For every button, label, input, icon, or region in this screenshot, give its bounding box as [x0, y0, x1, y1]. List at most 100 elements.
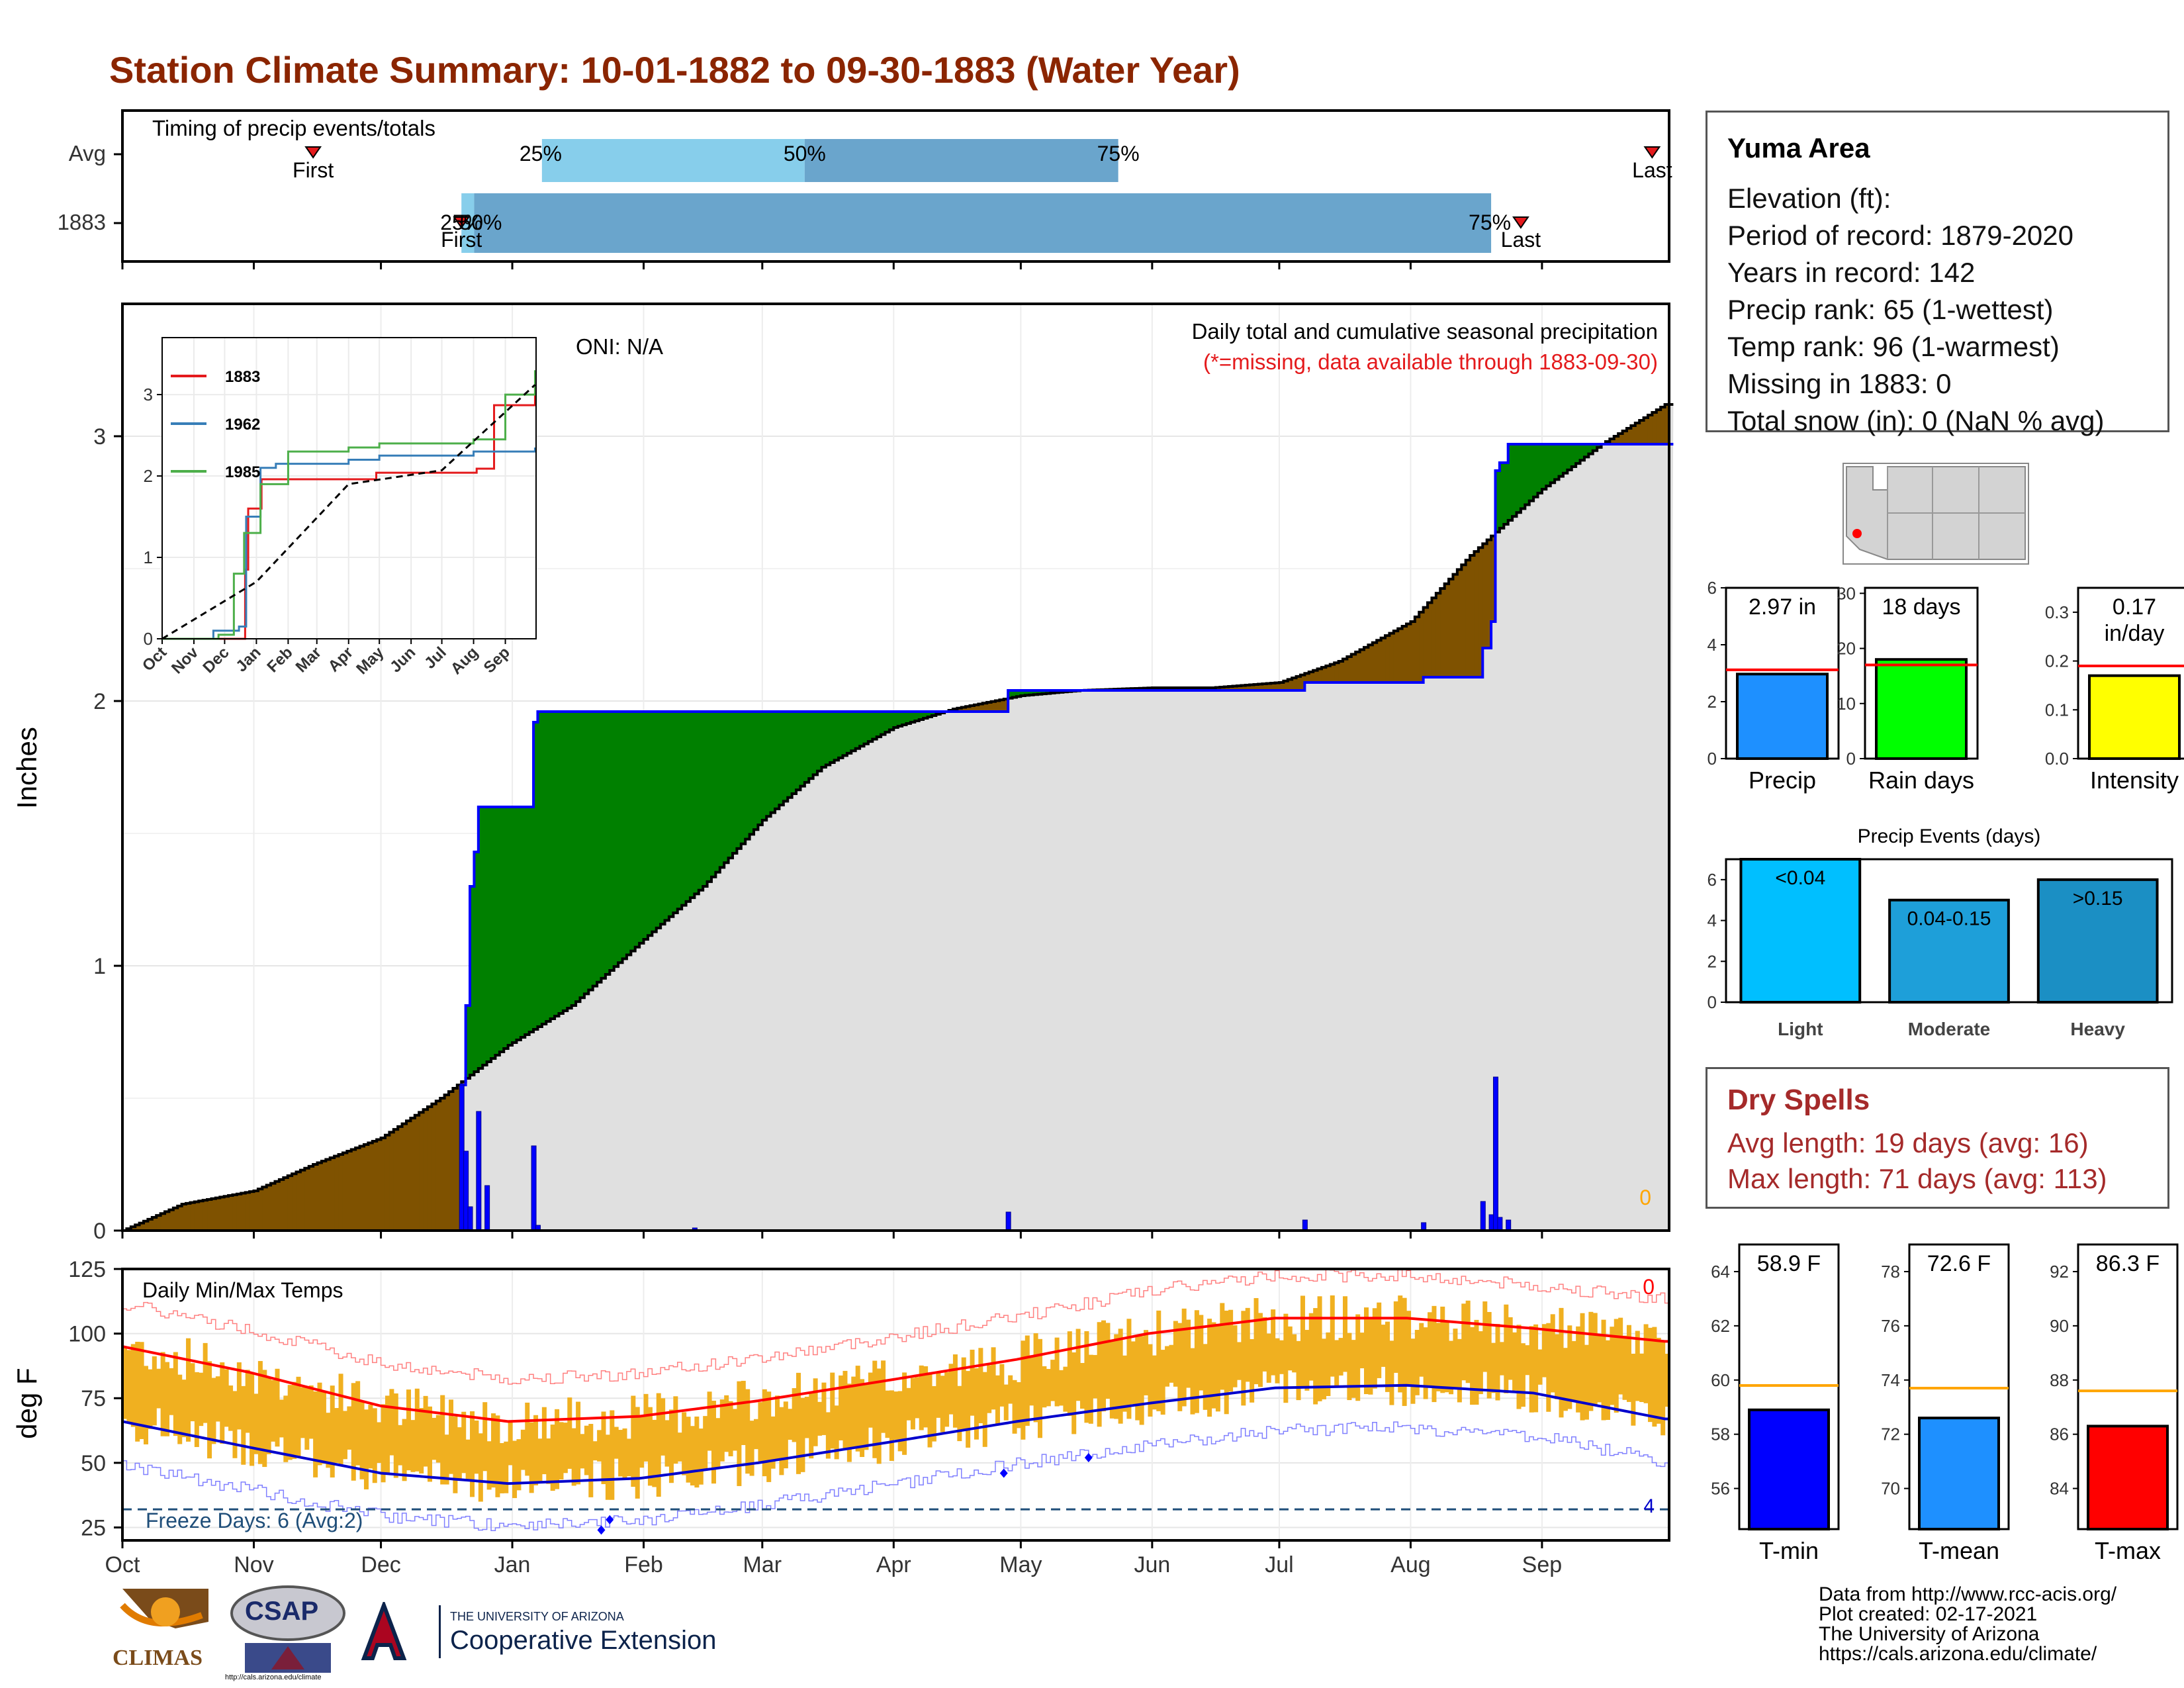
daily-temp-range	[703, 1416, 708, 1470]
station-period: Period of record: 1879-2020	[1727, 220, 2074, 251]
y1883-p50-label: 50%	[459, 211, 502, 234]
daily-temp-range	[770, 1416, 776, 1469]
above-average-fill	[770, 712, 776, 813]
daily-temp-range	[550, 1425, 555, 1491]
below-average-fill	[423, 1109, 428, 1231]
below-average-fill	[1474, 551, 1479, 677]
daily-temp-range	[355, 1381, 361, 1466]
below-average-fill	[296, 1172, 301, 1231]
above-average-fill	[796, 712, 801, 790]
above-average-fill	[1597, 444, 1602, 447]
daily-temp-range	[745, 1389, 751, 1474]
summary-ytick-label: 0.0	[2045, 749, 2069, 769]
daily-temp-range	[1266, 1333, 1271, 1383]
daily-temp-range	[1109, 1340, 1115, 1419]
summary-category-label: T-min	[1759, 1537, 1819, 1564]
below-average-fill	[283, 1178, 289, 1231]
daily-precip-bar	[531, 1145, 537, 1231]
precip-ytick-label: 1	[93, 954, 106, 979]
daily-temp-range	[1410, 1338, 1416, 1404]
daily-temp-range	[682, 1412, 687, 1476]
daily-temp-range	[474, 1420, 479, 1474]
daily-temp-range	[1398, 1295, 1403, 1393]
daily-temp-range	[758, 1402, 763, 1462]
below-average-fill	[1398, 628, 1403, 682]
above-average-fill	[516, 807, 522, 1040]
above-average-fill	[1529, 444, 1534, 501]
timing-row-1883: 1883	[58, 210, 106, 234]
daily-temp-range	[381, 1404, 386, 1483]
1883-first-marker	[453, 216, 471, 229]
daily-temp-range	[762, 1389, 767, 1477]
precip-ytick-label: 3	[93, 424, 106, 449]
above-average-fill	[652, 712, 657, 932]
page-title: Station Climate Summary: 10-01-1882 to 0…	[109, 49, 1240, 91]
daily-temp-range	[1250, 1338, 1255, 1403]
daily-temp-range	[1428, 1312, 1433, 1387]
daily-temp-range	[525, 1402, 530, 1476]
daily-temp-range	[800, 1397, 805, 1472]
daily-temp-range	[580, 1434, 585, 1469]
daily-temp-range	[1555, 1334, 1560, 1399]
above-average-fill	[537, 712, 543, 1027]
daily-temp-range	[796, 1372, 801, 1474]
daily-temp-range	[1495, 1324, 1500, 1401]
below-average-fill	[1461, 565, 1467, 677]
below-average-fill	[377, 1139, 382, 1231]
daily-temp-range	[1423, 1327, 1428, 1399]
daily-temp-range	[224, 1369, 229, 1427]
temp-panel: Daily Min/Max Temps 0 Freeze Days: 6 (Av…	[11, 1257, 1670, 1577]
daily-temp-range	[444, 1434, 449, 1485]
above-average-fill	[668, 712, 674, 917]
avg-last-marker	[1643, 146, 1661, 159]
daily-temp-range	[1588, 1311, 1594, 1411]
daily-temp-range	[1444, 1321, 1449, 1393]
below-average-fill	[211, 1198, 216, 1231]
daily-temp-range	[1342, 1296, 1347, 1372]
below-average-fill	[1631, 426, 1636, 444]
daily-temp-range	[432, 1417, 437, 1460]
daily-temp-range	[1559, 1307, 1564, 1418]
daily-temp-range	[144, 1366, 149, 1444]
daily-temp-range	[1338, 1338, 1343, 1376]
daily-temp-range	[440, 1395, 445, 1485]
below-average-fill	[1470, 555, 1475, 677]
daily-temp-range	[347, 1406, 352, 1450]
below-average-fill	[453, 1088, 458, 1231]
above-average-fill	[584, 712, 590, 994]
daily-temp-range	[635, 1407, 640, 1499]
station-name: Yuma Area	[1727, 132, 1870, 164]
daily-temp-range	[313, 1391, 318, 1477]
timing-panel: Timing of precip events/totals Avg 1883 …	[58, 109, 1672, 269]
1883-last-marker	[1512, 216, 1529, 229]
below-average-fill	[224, 1196, 229, 1231]
above-average-fill	[1546, 444, 1551, 487]
above-average-fill	[813, 712, 818, 775]
daily-temp-range	[1169, 1344, 1174, 1383]
daily-temp-range	[1622, 1335, 1627, 1400]
record-min-line	[122, 1421, 1669, 1531]
below-average-fill	[389, 1132, 394, 1231]
avg-p25-label: 25%	[520, 142, 562, 165]
temp-month-label: Nov	[234, 1552, 273, 1577]
above-average-fill	[1037, 690, 1043, 694]
above-average-fill	[520, 807, 526, 1037]
daily-temp-range	[741, 1380, 746, 1445]
below-average-fill	[1444, 583, 1449, 677]
station-snow: Total snow (in): 0 (NaN % avg)	[1727, 405, 2105, 436]
below-average-fill	[262, 1187, 267, 1231]
daily-temp-range	[864, 1384, 869, 1450]
above-average-fill	[1499, 463, 1505, 528]
inset-ytick-label: 0	[144, 629, 153, 649]
above-average-fill	[525, 807, 530, 1035]
above-average-fill	[643, 712, 649, 939]
daily-temp-range	[1084, 1331, 1089, 1423]
above-average-fill	[775, 712, 780, 809]
below-average-fill	[1453, 574, 1458, 677]
daily-temp-range	[1118, 1329, 1123, 1424]
daily-temp-range	[1364, 1307, 1369, 1395]
daily-precip-bar	[1302, 1219, 1308, 1231]
daily-temp-range	[563, 1423, 568, 1474]
below-average-fill	[1326, 665, 1331, 682]
temp-month-label: May	[999, 1552, 1042, 1577]
